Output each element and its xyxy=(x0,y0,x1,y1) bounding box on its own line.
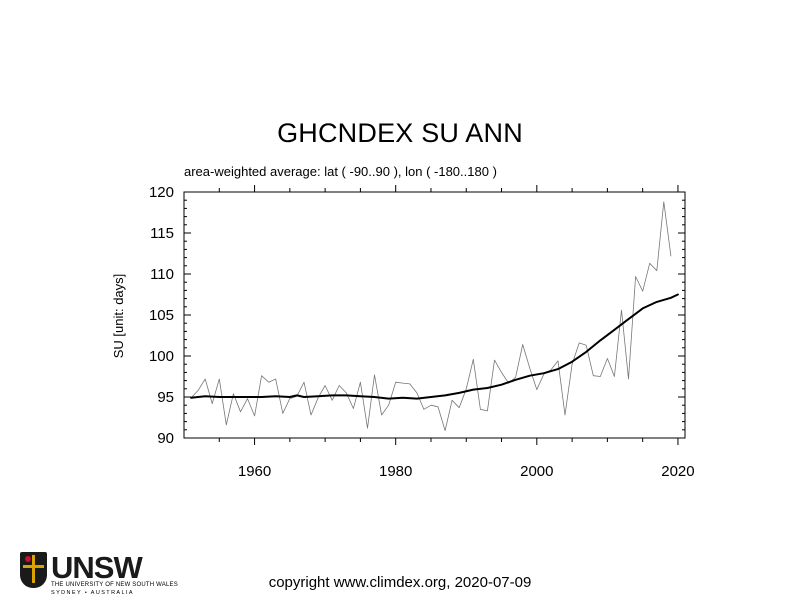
copyright-footer: copyright www.climdex.org, 2020-07-09 xyxy=(268,574,532,591)
x-tick-label: 1960 xyxy=(238,463,271,480)
x-tick-label: 2000 xyxy=(520,463,553,480)
y-tick-label: 120 xyxy=(149,184,174,201)
unsw-logo: UNSW THE UNIVERSITY OF NEW SOUTH WALES S… xyxy=(20,550,178,596)
logo-tagline: THE UNIVERSITY OF NEW SOUTH WALES xyxy=(51,582,178,588)
x-tick-label: 1980 xyxy=(379,463,412,480)
y-tick-label: 95 xyxy=(157,389,174,406)
y-tick-label: 110 xyxy=(150,266,174,283)
y-tick-label: 90 xyxy=(157,430,174,447)
y-axis-label: SU [unit: days] xyxy=(111,274,126,359)
chart-subtitle: area-weighted average: lat ( -90..90 ), … xyxy=(184,164,497,179)
smoothed-trend-line xyxy=(190,293,679,400)
crest-icon xyxy=(20,552,47,588)
chart-title: GHCNDEX SU ANN xyxy=(277,118,523,148)
y-tick-label: 105 xyxy=(149,307,174,324)
x-tick-label: 2020 xyxy=(661,463,694,480)
logo-location: SYDNEY • AUSTRALIA xyxy=(51,590,134,596)
y-tick-label: 100 xyxy=(149,348,174,365)
y-tick-label: 115 xyxy=(150,225,174,242)
annual-values-line xyxy=(190,201,672,432)
logo-wordmark: UNSW xyxy=(51,550,143,585)
plot-frame xyxy=(183,191,686,439)
